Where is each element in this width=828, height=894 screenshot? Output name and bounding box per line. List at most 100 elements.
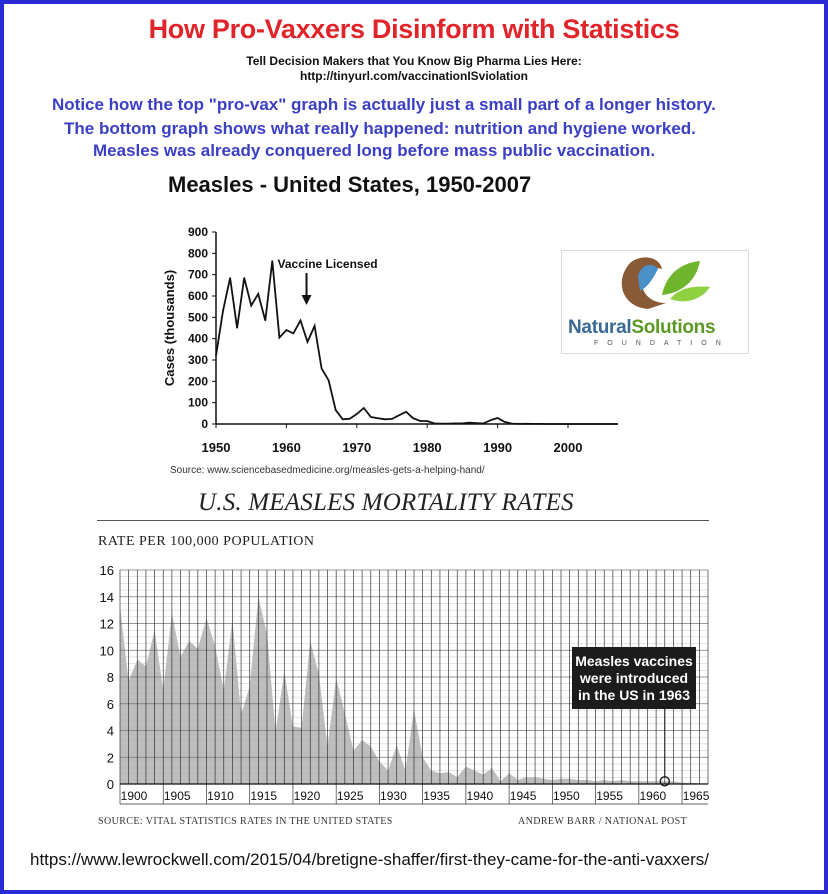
cases-data-point [440, 422, 442, 425]
mortality-chart-title: U.S. MEASLES MORTALITY RATES [198, 489, 574, 516]
y-tick-label: 14 [100, 590, 114, 605]
cases-data-point [285, 329, 287, 331]
page-title: How Pro-Vaxxers Disinform with Statistic… [148, 14, 680, 44]
cases-data-point [504, 421, 506, 423]
cases-data-point [229, 277, 231, 279]
y-tick-label: 2 [107, 750, 114, 765]
cases-data-point [433, 422, 435, 424]
x-tick-label: 1955 [596, 789, 623, 803]
natural-solutions-logo: NaturalSolutions FOUNDATION [561, 250, 749, 354]
cases-data-point [581, 423, 583, 425]
x-tick-label: 1965 [683, 789, 710, 803]
mortality-chart-credit: ANDREW BARR / NATIONAL POST [518, 816, 688, 827]
cases-data-point [321, 367, 323, 370]
cases-data-point [419, 420, 421, 422]
y-tick-label: 500 [188, 310, 208, 324]
cases-data-point [292, 332, 295, 334]
call-to-action-link[interactable]: http://tinyurl.com/vaccinationISviolatio… [299, 69, 529, 83]
callout-line-1: Measles vaccines [575, 652, 693, 669]
cases-data-point [271, 260, 273, 262]
measles-cases-chart-title: Measles - United States, 1950-2007 [168, 172, 532, 197]
logo-name: NaturalSolutions [568, 317, 716, 338]
y-tick-label: 800 [188, 246, 208, 260]
cases-data-point [553, 423, 555, 425]
mortality-title-rule [97, 520, 709, 521]
mortality-y-axis-label: RATE PER 100,000 POPULATION [98, 534, 315, 549]
y-tick-label: 6 [107, 697, 114, 712]
cases-data-point [468, 422, 471, 424]
source-url-link[interactable]: https://www.lewrockwell.com/2015/04/bret… [30, 850, 709, 869]
x-tick-label: 1905 [164, 789, 191, 803]
logo-tagline: FOUNDATION [594, 340, 730, 347]
cases-data-point [595, 423, 597, 425]
x-tick-label: 1915 [250, 789, 277, 803]
y-tick-label: 4 [107, 724, 114, 739]
cases-data-point [278, 337, 280, 339]
cases-data-point [257, 293, 259, 295]
x-tick-label: 1940 [467, 789, 494, 803]
cases-data-point [398, 414, 400, 416]
cases-data-point [539, 423, 541, 425]
cases-data-point [391, 418, 393, 420]
x-tick-label: 1945 [510, 789, 537, 803]
cases-data-point [602, 423, 604, 425]
y-tick-label: 200 [188, 374, 208, 388]
cases-data-point [426, 420, 428, 422]
cases-data-point [356, 413, 358, 415]
cases-data-point [567, 423, 569, 425]
cases-data-point [222, 310, 224, 312]
note-line-2: The bottom graph shows what really happe… [64, 119, 696, 138]
cases-data-point [264, 319, 266, 322]
x-tick-label: 1920 [294, 789, 321, 803]
cases-data-point [328, 379, 330, 381]
x-tick-label: 1970 [342, 440, 371, 455]
y-tick-label: 700 [188, 268, 208, 282]
note-line-1: Notice how the top "pro-vax" graph is ac… [52, 95, 716, 114]
cases-data-point [236, 327, 238, 329]
cases-data-point [525, 423, 527, 425]
cases-data-point [461, 422, 463, 424]
cases-data-point [342, 418, 344, 420]
y-tick-label: 400 [188, 332, 208, 346]
x-tick-label: 1960 [272, 440, 301, 455]
y-tick-label: 12 [100, 617, 114, 632]
x-tick-label: 1910 [207, 789, 234, 803]
call-to-action-text: Tell Decision Makers that You Know Big P… [246, 54, 582, 68]
cases-data-point [511, 422, 513, 425]
cases-data-point [349, 418, 351, 420]
callout-line-2: were introduced [579, 669, 689, 686]
cases-data-point [497, 417, 499, 419]
cases-data-point [370, 416, 372, 418]
measles-cases-chart-source: Source: www.sciencebasedmedicine.org/mea… [170, 465, 485, 476]
cases-data-point [609, 423, 611, 425]
cases-data-point [518, 423, 520, 425]
mortality-chart-source: SOURCE: VITAL STATISTICS RATES IN THE UN… [98, 816, 393, 827]
cases-data-point [377, 417, 379, 419]
cases-data-point [454, 422, 456, 424]
cases-data-point [475, 422, 478, 424]
y-axis-label: Cases (thousands) [162, 270, 177, 386]
y-tick-label: 900 [188, 225, 208, 239]
cases-data-point [299, 319, 302, 322]
x-tick-label: 1990 [483, 440, 512, 455]
x-tick-label: 1950 [553, 789, 580, 803]
cases-data-point [363, 407, 365, 409]
y-tick-label: 10 [100, 643, 114, 658]
callout-line-3: in the US in 1963 [577, 686, 691, 703]
cases-data-point [489, 419, 492, 421]
x-tick-label: 1900 [121, 789, 148, 803]
y-tick-label: 600 [188, 289, 208, 303]
cases-data-point [313, 325, 316, 327]
cases-data-point [243, 277, 245, 279]
cases-data-point [588, 423, 590, 425]
measles-cases-chart: 0 100 200 300 400 500 600 700 800 900 1950 1960 1970… [162, 225, 618, 455]
vaccine-introduced-callout: Measles vaccines were introduced in the … [572, 647, 696, 709]
x-tick-label: 1925 [337, 789, 364, 803]
y-tick-label: 100 [188, 396, 208, 410]
cases-data-point [532, 423, 534, 425]
vaccine-year-marker [659, 776, 670, 787]
cases-data-point [574, 423, 576, 425]
x-tick-label: 1930 [380, 789, 407, 803]
x-tick-label: 1950 [202, 440, 231, 455]
cases-data-point [412, 417, 414, 419]
